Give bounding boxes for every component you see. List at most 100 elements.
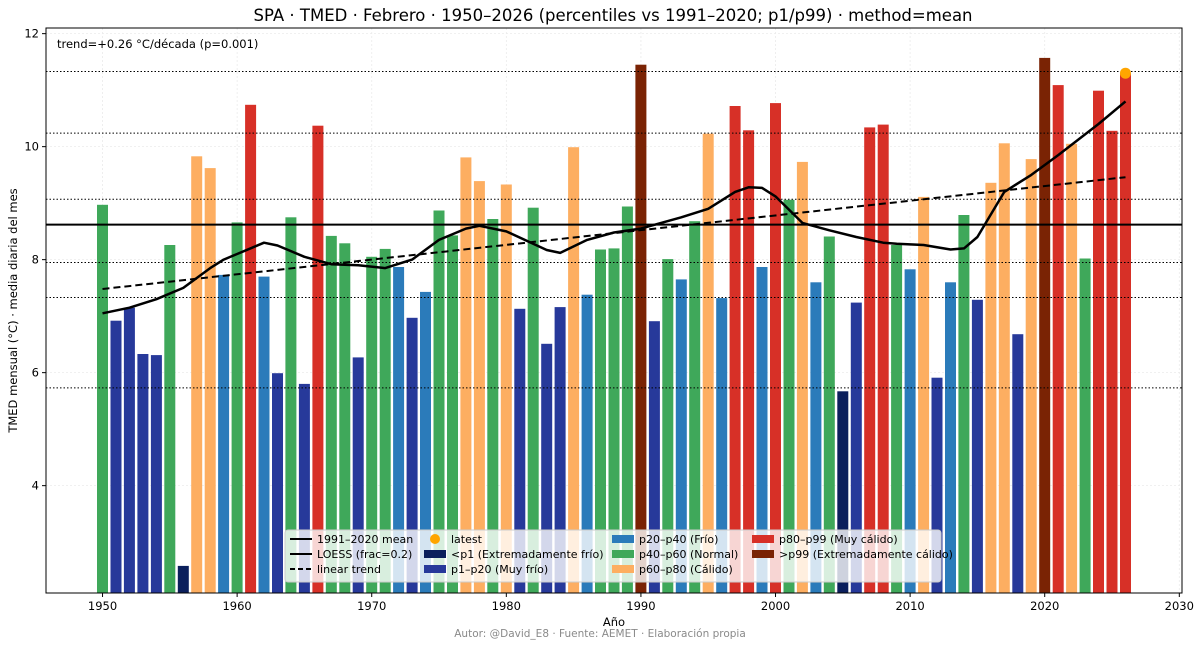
- legend-swatch: [752, 535, 774, 543]
- legend-swatch: [612, 565, 634, 573]
- bar-2008: [877, 124, 889, 593]
- bar-1992: [662, 259, 674, 593]
- bar-1953: [137, 354, 149, 593]
- bar-2018: [1012, 334, 1024, 593]
- legend-label: 1991–2020 mean: [317, 533, 413, 546]
- legend-item-p1-extremadamente-fr-o: <p1 (Extremadamente frío): [424, 548, 604, 561]
- bar-2010: [904, 269, 916, 593]
- bar-2004: [823, 236, 835, 593]
- legend-label: <p1 (Extremadamente frío): [451, 548, 604, 561]
- loess-line: [102, 100, 1127, 315]
- bar-2013: [945, 282, 956, 594]
- trend-annotation: trend=+0.26 °C/década (p=0.001): [57, 37, 258, 51]
- bar-2025: [1106, 130, 1118, 594]
- bar-1955: [164, 245, 176, 593]
- legend-swatch: [612, 550, 634, 558]
- bar-2012: [931, 377, 943, 593]
- bar-1962: [258, 276, 270, 593]
- bar-1968: [339, 243, 351, 594]
- latest-point: [1119, 67, 1131, 79]
- plot-frame: [45, 27, 1183, 594]
- bar-2017: [998, 143, 1010, 594]
- bar-1964: [285, 217, 297, 594]
- bar-2024: [1093, 90, 1104, 593]
- y-tick-label: 8: [32, 253, 39, 267]
- footer-credit: Autor: @David_E8 · Fuente: AEMET · Elabo…: [454, 628, 746, 640]
- bar-1973: [406, 317, 418, 593]
- x-tick-label: 1970: [357, 599, 386, 613]
- bar-1974: [420, 291, 431, 593]
- x-tick-label: 1960: [222, 599, 251, 613]
- bar-1976: [447, 235, 458, 593]
- legend-label: p60–p80 (Cálido): [639, 563, 733, 576]
- bar-1980: [500, 184, 512, 593]
- bar-1975: [433, 210, 445, 593]
- x-tick-label: 2000: [761, 599, 790, 613]
- legend-item-p99-extremadamente-c-lido: >p99 (Extremadamente cálido): [752, 548, 953, 561]
- bar-1997: [729, 106, 741, 593]
- legend-item-p40-p60-normal: p40–p60 (Normal): [612, 548, 738, 561]
- bar-2005: [837, 391, 849, 593]
- legend-item-p20-p40-fr-o: p20–p40 (Frío): [612, 533, 718, 546]
- bar-1979: [487, 219, 499, 593]
- legend-item-linear-trend: linear trend: [290, 563, 381, 576]
- legend-label: p80–p99 (Muy cálido): [779, 533, 898, 546]
- plot-area: [45, 27, 1183, 594]
- legend-label: p20–p40 (Frío): [639, 533, 718, 546]
- legend-swatch: [612, 535, 634, 543]
- bar-1950: [97, 204, 108, 594]
- legend-swatch: [752, 550, 774, 558]
- bar-2003: [810, 282, 822, 594]
- legend-label: latest: [451, 533, 483, 546]
- bar-2007: [864, 127, 876, 594]
- legend-swatch: [424, 550, 446, 558]
- bar-1969: [352, 357, 364, 593]
- bar-1958: [204, 168, 216, 593]
- bar-2009: [891, 245, 903, 593]
- legend-label: LOESS (frac=0.2): [317, 548, 412, 561]
- y-tick-label: 10: [24, 140, 39, 154]
- legend-label: >p99 (Extremadamente cálido): [779, 548, 953, 561]
- bar-2002: [796, 161, 808, 593]
- legend-item-loess-frac-0-2: LOESS (frac=0.2): [290, 548, 412, 561]
- legend-item-1991-2020-mean: 1991–2020 mean: [290, 533, 413, 546]
- bar-2022: [1066, 143, 1078, 594]
- bar-2020: [1039, 57, 1051, 593]
- bar-2026: [1120, 73, 1131, 593]
- bar-1988: [608, 248, 620, 593]
- bar-2011: [918, 196, 930, 593]
- bar-1984: [554, 307, 566, 593]
- y-tick-label: 6: [32, 366, 39, 380]
- bar-1971: [379, 248, 391, 593]
- bar-1989: [621, 206, 633, 593]
- bar-1982: [527, 207, 539, 593]
- y-tick-label: 12: [24, 27, 39, 41]
- legend-item-p1-p20-muy-fr-o: p1–p20 (Muy frío): [424, 563, 548, 576]
- bars: [97, 57, 1131, 594]
- bar-1952: [123, 307, 135, 593]
- bar-1972: [393, 267, 405, 593]
- bar-1985: [568, 147, 580, 593]
- x-tick-label: 2030: [1165, 599, 1194, 613]
- bar-1986: [581, 294, 593, 593]
- bar-1995: [702, 133, 714, 593]
- x-tick-label: 1980: [492, 599, 521, 613]
- bar-2023: [1079, 258, 1091, 593]
- bar-1996: [716, 298, 728, 593]
- axes: 4 6 8 10 12 1950 1960 1970 1980 1990 2000 2010 2020 2…: [24, 27, 1194, 613]
- x-tick-label: 1950: [88, 599, 117, 613]
- bar-1957: [191, 156, 203, 594]
- trend-line: [102, 176, 1126, 290]
- bar-1966: [312, 125, 324, 593]
- x-tick-label: 2020: [1030, 599, 1059, 613]
- bar-1991: [648, 321, 660, 593]
- bar-1967: [325, 235, 337, 593]
- bar-1978: [473, 181, 485, 593]
- bar-1961: [245, 104, 257, 594]
- bar-1960: [231, 222, 243, 593]
- bar-1998: [743, 130, 755, 594]
- series-lines: [46, 67, 1182, 315]
- bar-1965: [298, 383, 310, 593]
- x-axis-label: Año: [603, 615, 625, 629]
